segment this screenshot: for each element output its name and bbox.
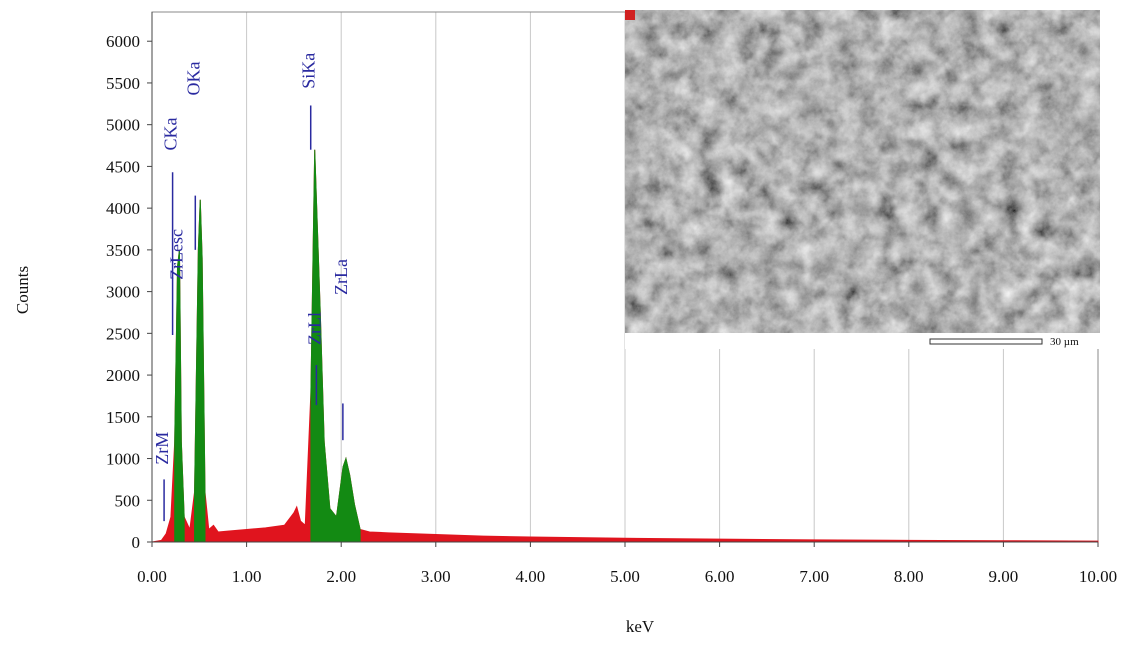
spectrum-area [310, 149, 361, 543]
y-tick-label: 1000 [106, 450, 140, 469]
x-tick-label: 5.00 [610, 567, 640, 586]
y-tick-label: 6000 [106, 32, 140, 51]
sem-inset: 30 µm [625, 10, 1100, 349]
x-tick-label: 2.00 [326, 567, 356, 586]
peak-label: ZrLl [304, 312, 324, 345]
x-tick-label: 0.00 [137, 567, 167, 586]
scale-label: 30 µm [1050, 336, 1079, 348]
x-tick-label: 1.00 [232, 567, 262, 586]
spectrum-area [151, 149, 1099, 543]
sem-texture [625, 10, 1100, 333]
x-tick-label: 7.00 [799, 567, 829, 586]
y-tick-label: 5000 [106, 116, 140, 135]
peak-label: SiKa [299, 53, 319, 89]
scale-bar [929, 338, 1043, 345]
peak-label: CKa [161, 118, 181, 151]
y-tick-label: 500 [115, 491, 141, 510]
y-tick-label: 0 [132, 533, 141, 552]
spectrum-area [194, 199, 206, 543]
y-tick-label: 3500 [106, 241, 140, 260]
x-axis-label: keV [626, 617, 655, 636]
y-tick-label: 2000 [106, 366, 140, 385]
y-tick-label: 3000 [106, 283, 140, 302]
y-axis-label: Counts [13, 266, 32, 314]
x-tick-label: 10.00 [1079, 567, 1117, 586]
peak-label: ZrLesc [166, 229, 186, 280]
peak-label: ZrM [152, 432, 172, 465]
x-tick-label: 4.00 [516, 567, 546, 586]
y-tick-label: 4500 [106, 157, 140, 176]
y-tick-label: 1500 [106, 408, 140, 427]
y-tick-label: 5500 [106, 74, 140, 93]
inset-icon [625, 10, 635, 20]
peak-label: OKa [183, 61, 203, 95]
spectrum-area [174, 249, 185, 543]
x-tick-label: 9.00 [989, 567, 1019, 586]
peak-label: ZrLa [331, 259, 351, 295]
x-tick-label: 6.00 [705, 567, 735, 586]
y-tick-label: 4000 [106, 199, 140, 218]
y-tick-label: 2500 [106, 324, 140, 343]
x-tick-label: 3.00 [421, 567, 451, 586]
scale-strip [625, 333, 1100, 349]
x-tick-label: 8.00 [894, 567, 924, 586]
